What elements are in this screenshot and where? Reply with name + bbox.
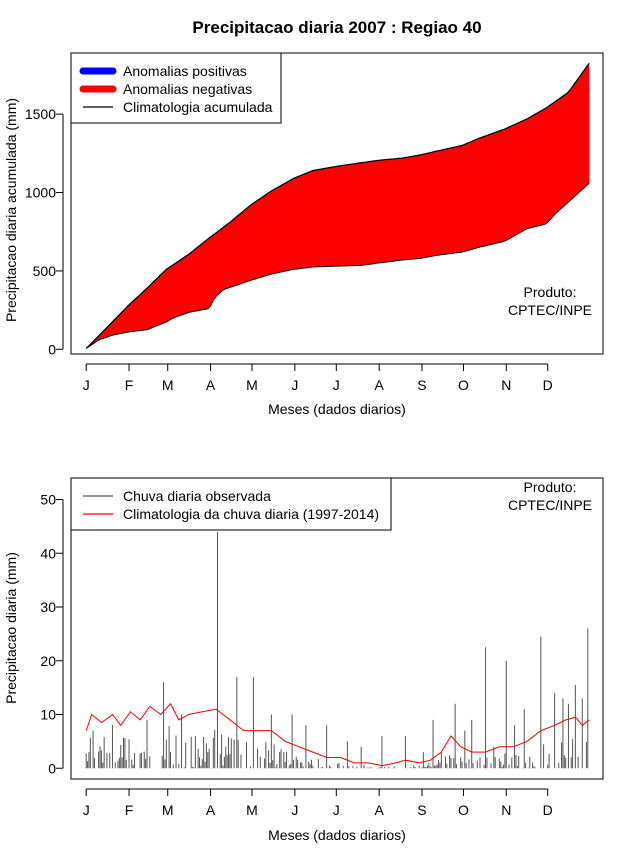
x-tick-label: A [206,377,216,393]
daily-chart: 0 10 20 30 40 50 J F M A M J J A S O N D Meses (dados diar… [3,477,604,843]
y-tick-label: 0 [48,760,56,776]
y-tick-label: 10 [40,707,56,723]
x-tick-label: J [83,377,90,393]
plot-frame [70,52,604,355]
legend-box [70,477,392,531]
y-tick-label: 50 [40,492,56,508]
product-note: CPTEC/INPE [508,302,592,318]
x-tick-label: N [501,802,511,818]
x-tick-label: J [291,802,298,818]
legend-label: Chuva diaria observada [123,488,271,504]
x-tick-label: F [125,802,134,818]
y-axis-label: Precipitacao diaria acumulada (mm) [3,98,19,322]
legend-label: Anomalias negativas [123,81,252,97]
x-tick-label: M [162,802,174,818]
x-tick-label: O [458,377,469,393]
x-tick-label: D [543,802,553,818]
legend-label: Climatologia acumulada [123,99,273,115]
y-tick-label: 30 [40,599,56,615]
product-note: Produto: [524,479,577,495]
y-tick-label: 0 [48,341,56,357]
x-tick-label: M [246,802,258,818]
x-tick-label: A [374,377,384,393]
x-tick-label: S [417,377,426,393]
x-tick-label: S [417,802,426,818]
x-tick-label: A [374,802,384,818]
x-axis-label: Meses (dados diarios) [268,401,406,417]
y-axis-label: Precipitacao diaria (mm) [3,552,19,704]
x-tick-label: J [83,802,90,818]
negative-anomaly-area [86,63,590,349]
page-title: Precipitacao diaria 2007 : Regiao 40 [192,18,481,37]
y-tick-label: 500 [33,263,57,279]
legend-label: Anomalias positivas [123,63,247,79]
y-tick-label: 20 [40,653,56,669]
x-tick-label: O [458,802,469,818]
x-tick-label: J [333,377,340,393]
observed-accumulated-line [85,182,590,349]
x-tick-label: J [333,802,340,818]
x-tick-label: J [291,377,298,393]
legend-label: Climatologia da chuva diaria (1997-2014) [123,506,379,522]
y-tick-label: 1500 [25,106,56,122]
x-tick-label: M [162,377,174,393]
x-tick-label: A [206,802,216,818]
product-note: Produto: [524,284,577,300]
y-tick-label: 40 [40,545,56,561]
x-tick-label: N [501,377,511,393]
y-tick-label: 1000 [25,185,56,201]
product-note: CPTEC/INPE [508,497,592,513]
climatology-accumulated-line [85,62,590,349]
x-tick-label: M [246,377,258,393]
accumulated-chart: 0 500 1000 1500 J F M A M J J A S O N D Meses (dados dia… [3,52,604,417]
x-axis-label: Meses (dados diarios) [268,827,406,843]
x-tick-label: D [543,377,553,393]
x-tick-label: F [125,377,134,393]
climatology-daily-line [85,702,590,767]
